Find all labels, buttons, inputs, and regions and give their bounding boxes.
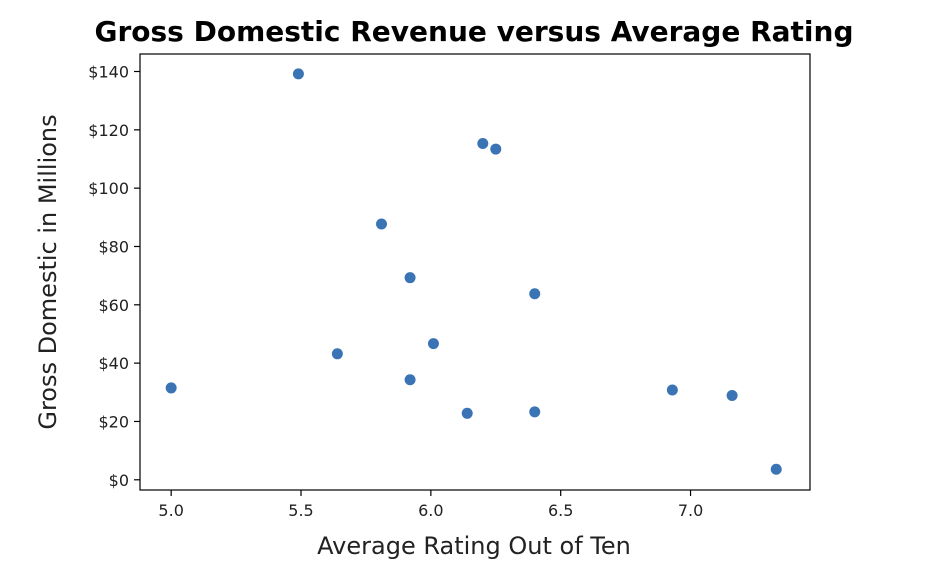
x-tick-label: 7.0 [678, 501, 703, 520]
data-point [666, 384, 678, 396]
x-tick-label: 6.0 [418, 501, 443, 520]
y-tick-label: $80 [98, 237, 129, 256]
data-point [331, 348, 343, 360]
data-point [427, 338, 439, 350]
y-tick-label: $20 [98, 412, 129, 431]
data-points [165, 68, 782, 475]
data-point [529, 288, 541, 300]
x-tick-label: 5.5 [288, 501, 313, 520]
y-tick-label: $60 [98, 296, 129, 315]
y-tick-label: $0 [109, 471, 129, 490]
chart-title: Gross Domestic Revenue versus Average Ra… [94, 15, 853, 48]
data-point [404, 272, 416, 284]
data-point [726, 390, 738, 402]
plot-frame [139, 53, 811, 491]
x-tick-label: 5.0 [158, 501, 183, 520]
data-point [461, 407, 473, 419]
data-point [165, 382, 177, 394]
data-point [529, 406, 541, 418]
x-tick-label: 6.5 [548, 501, 573, 520]
x-axis-label: Average Rating Out of Ten [317, 532, 631, 560]
data-point [404, 374, 416, 386]
data-point [292, 68, 304, 80]
data-point [376, 218, 388, 230]
y-axis-label: Gross Domestic in Millions [34, 114, 62, 429]
y-tick-label: $40 [98, 354, 129, 373]
y-tick-label: $140 [88, 62, 129, 81]
data-point [490, 143, 502, 155]
data-point [770, 463, 782, 475]
y-tick-label: $100 [88, 179, 129, 198]
y-axis: $0 $20 $40 $60 $80 $100 $120 $140 [88, 62, 140, 490]
x-axis: 5.0 5.5 6.0 6.5 7.0 [158, 490, 703, 520]
data-point [477, 138, 489, 150]
y-tick-label: $120 [88, 121, 129, 140]
